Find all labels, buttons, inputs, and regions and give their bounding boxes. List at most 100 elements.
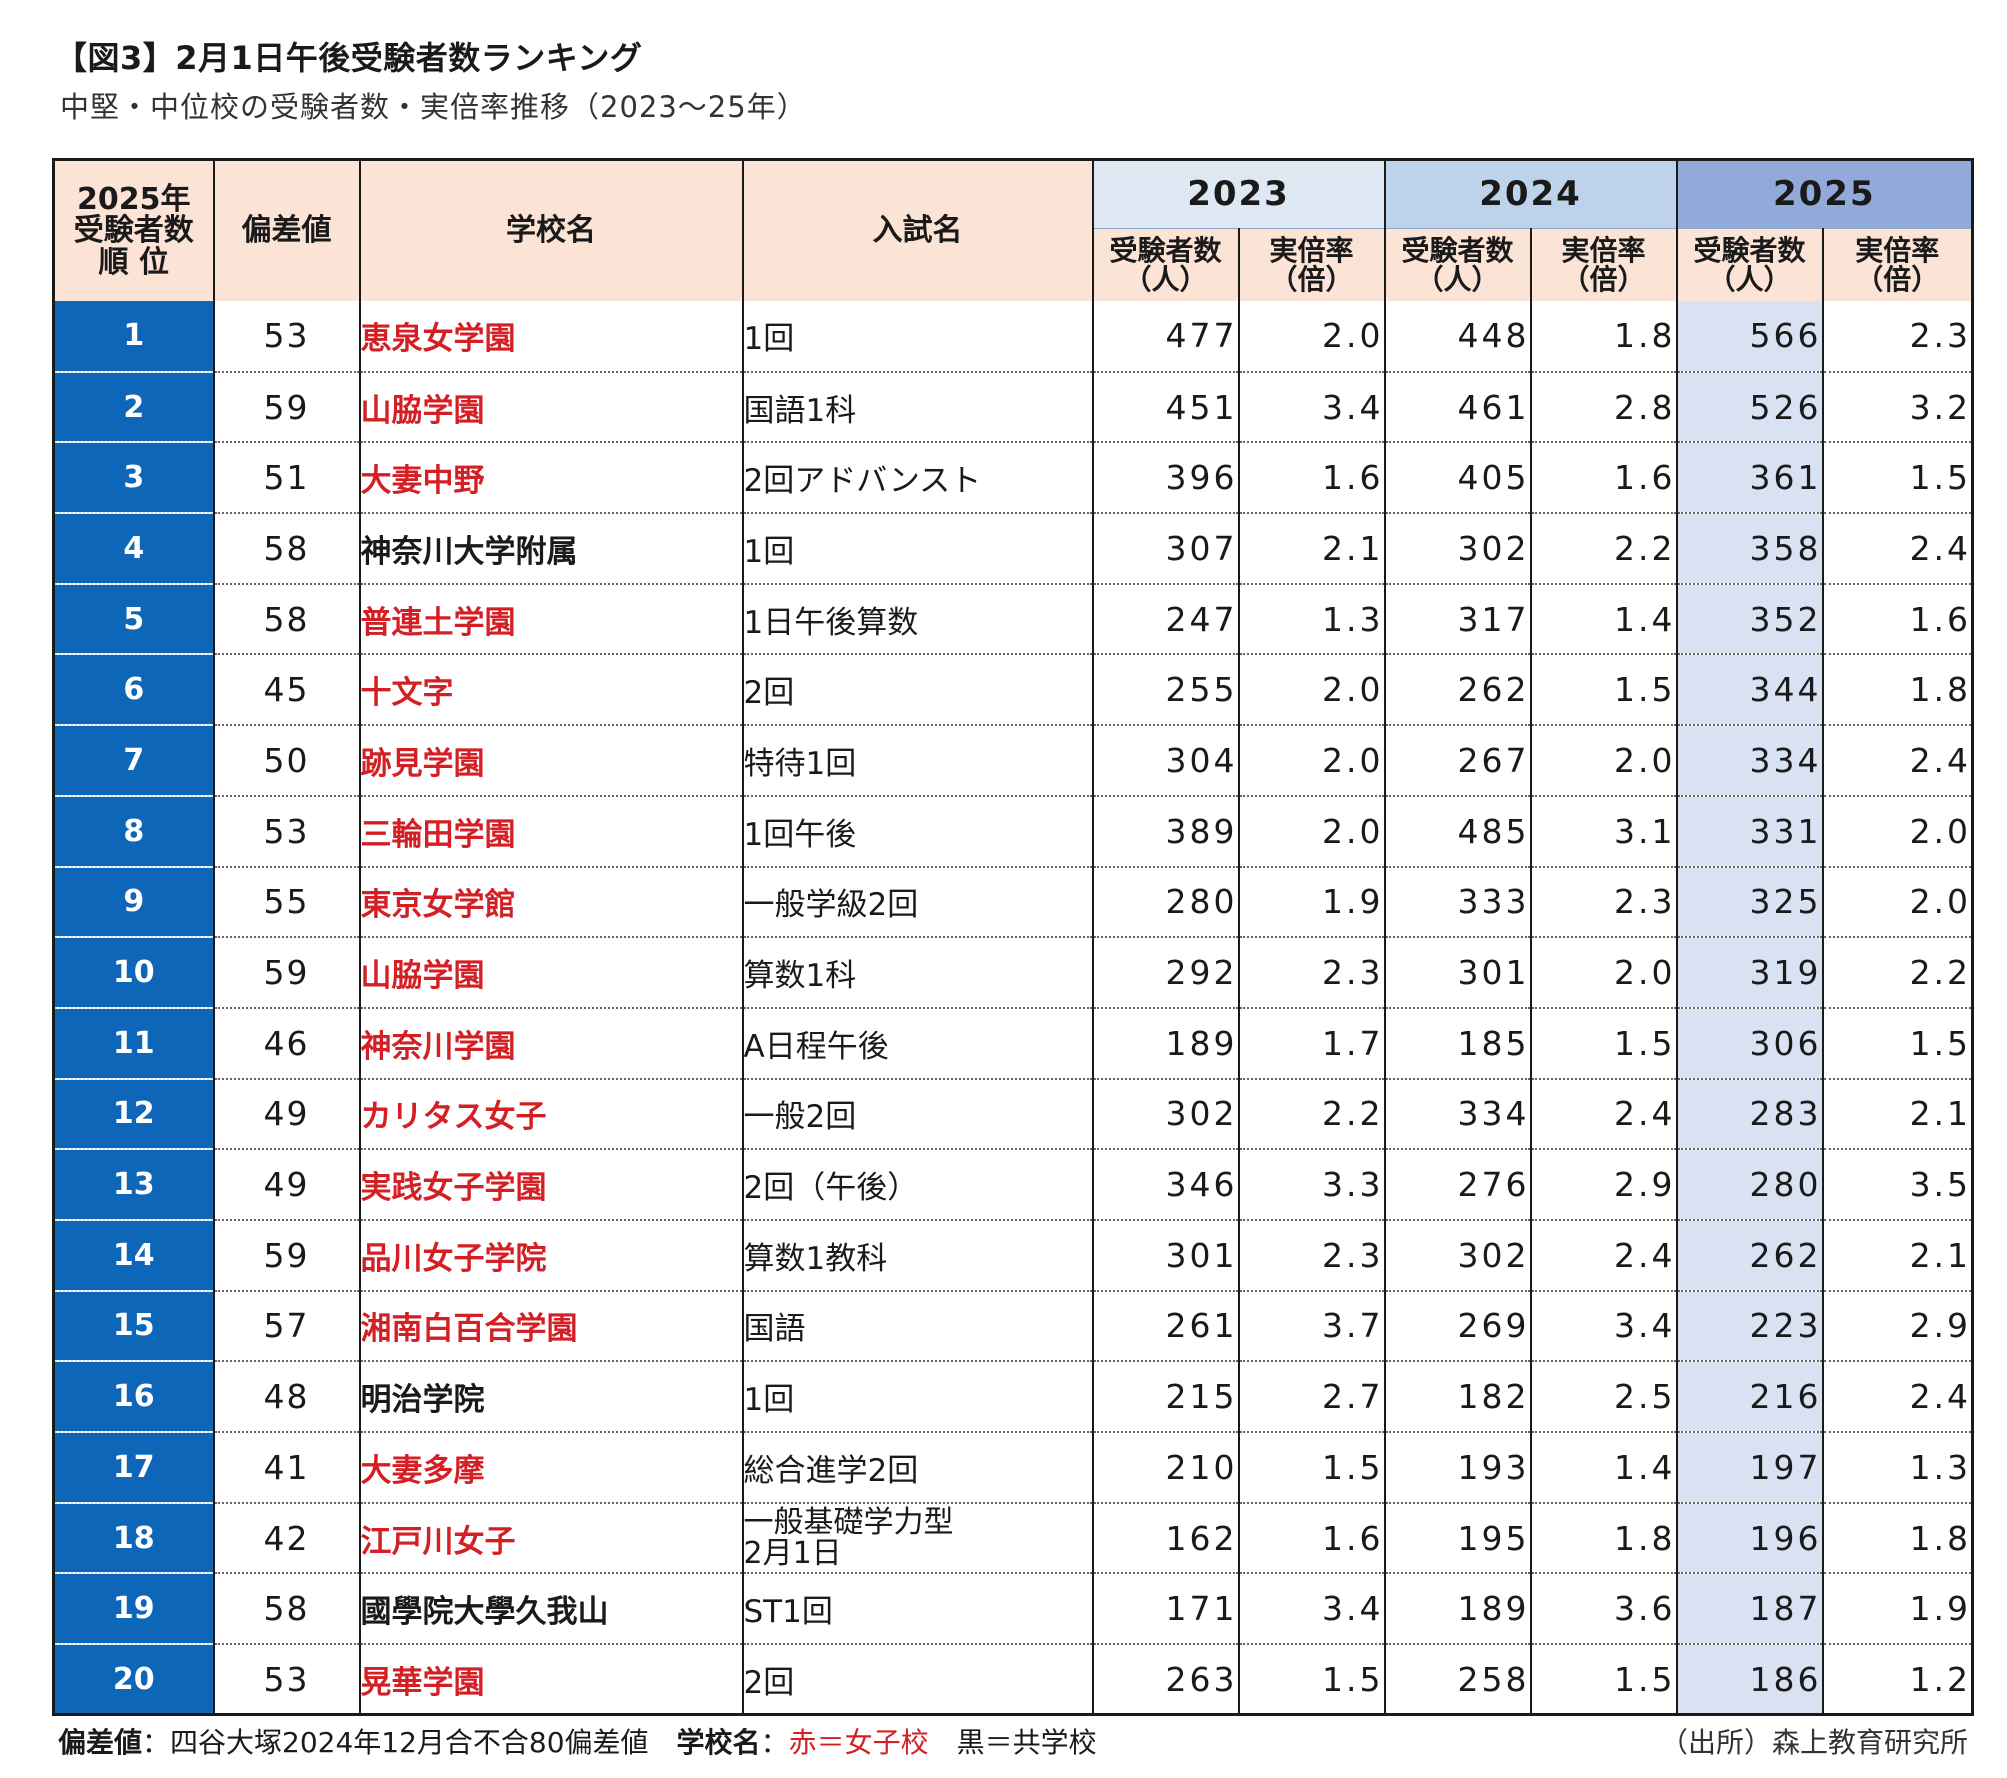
rank-cell: 15 — [52, 1290, 215, 1363]
table-row: 14 59 品川女子学院 算数1教科 301 2.3 302 2.4 262 2.1 — [52, 1219, 1974, 1292]
figure-subtitle: 中堅・中位校の受験者数・実倍率推移（2023～25年） — [60, 90, 807, 124]
examinees-2023-cell: 189 — [1091, 1007, 1240, 1080]
examinees-2025-cell: 526 — [1676, 371, 1824, 444]
school-name-cell: 湘南白百合学園 — [358, 1290, 744, 1363]
ranking-table: 2025年 受験者数 順 位 偏差値 学校名 入試名 2023 2024 202… — [52, 158, 1975, 1717]
ratio-2024-cell: 2.8 — [1530, 371, 1678, 444]
rank-cell: 17 — [52, 1432, 215, 1504]
ratio-2025-cell: 1.9 — [1822, 1573, 1974, 1646]
rank-cell: 20 — [52, 1644, 215, 1715]
ratio-2024-cell: 2.0 — [1530, 725, 1678, 797]
header-ratio-2025: 実倍率 （倍） — [1822, 228, 1974, 301]
header-year-2024: 2024 — [1383, 159, 1678, 229]
examinees-2023-cell: 292 — [1091, 937, 1240, 1009]
table-row: 5 58 普連土学園 1日午後算数 247 1.3 317 1.4 352 1.6 — [52, 583, 1974, 656]
header-exam: 入試名 — [741, 159, 1094, 301]
examinees-2025-cell: 566 — [1676, 301, 1824, 373]
deviation-cell: 51 — [212, 442, 361, 515]
header-examinees-2024: 受験者数 （人） — [1384, 228, 1532, 301]
rank-cell: 11 — [52, 1007, 215, 1080]
table-row: 8 53 三輪田学園 1回午後 389 2.0 485 3.1 331 2.0 — [52, 795, 1974, 868]
ratio-2025-cell: 2.0 — [1822, 795, 1974, 868]
ratio-2024-cell: 1.5 — [1530, 1644, 1678, 1715]
examinees-2024-cell: 276 — [1384, 1149, 1532, 1221]
examinees-2025-cell: 358 — [1676, 513, 1824, 585]
examinees-2025-cell: 361 — [1676, 442, 1824, 515]
examinees-2023-cell: 396 — [1091, 442, 1240, 515]
ratio-2025-cell: 2.1 — [1822, 1078, 1974, 1151]
ratio-2023-cell: 2.3 — [1237, 937, 1386, 1009]
ratio-2025-cell: 2.4 — [1822, 725, 1974, 797]
ratio-2024-cell: 1.4 — [1530, 583, 1678, 656]
exam-name-cell: 1回 — [741, 513, 1094, 585]
examinees-2025-cell: 186 — [1676, 1644, 1824, 1715]
examinees-2024-cell: 182 — [1384, 1361, 1532, 1433]
ratio-2024-cell: 3.4 — [1530, 1290, 1678, 1363]
examinees-2024-cell: 485 — [1384, 795, 1532, 868]
examinees-2025-cell: 262 — [1676, 1219, 1824, 1292]
ratio-2023-cell: 1.6 — [1237, 1502, 1386, 1575]
ratio-2025-cell: 1.8 — [1822, 654, 1974, 727]
examinees-2025-cell: 319 — [1676, 937, 1824, 1009]
examinees-2025-cell: 187 — [1676, 1573, 1824, 1646]
ratio-2024-cell: 1.8 — [1530, 301, 1678, 373]
rank-cell: 9 — [52, 866, 215, 939]
deviation-cell: 58 — [212, 1573, 361, 1646]
table-row: 4 58 神奈川大学附属 1回 307 2.1 302 2.2 358 2.4 — [52, 513, 1974, 585]
examinees-2024-cell: 258 — [1384, 1644, 1532, 1715]
school-name-cell: カリタス女子 — [358, 1078, 744, 1151]
exam-name-cell: 国語1科 — [741, 371, 1094, 444]
rank-cell: 2 — [52, 371, 215, 444]
examinees-2023-cell: 255 — [1091, 654, 1240, 727]
deviation-cell: 58 — [212, 583, 361, 656]
ratio-2024-cell: 2.9 — [1530, 1149, 1678, 1221]
deviation-cell: 58 — [212, 513, 361, 585]
rank-cell: 19 — [52, 1573, 215, 1646]
examinees-2024-cell: 262 — [1384, 654, 1532, 727]
header-school: 学校名 — [358, 159, 744, 301]
exam-name-cell: 2回アドバンスト — [741, 442, 1094, 515]
table-row: 3 51 大妻中野 2回アドバンスト 396 1.6 405 1.6 361 1.5 — [52, 442, 1974, 515]
ratio-2024-cell: 2.5 — [1530, 1361, 1678, 1433]
table-row: 12 49 カリタス女子 一般2回 302 2.2 334 2.4 283 2.1 — [52, 1078, 1974, 1151]
header-ratio-2023: 実倍率 （倍） — [1237, 228, 1386, 301]
table-row: 2 59 山脇学園 国語1科 451 3.4 461 2.8 526 3.2 — [52, 371, 1974, 444]
examinees-2025-cell: 325 — [1676, 866, 1824, 939]
table-row: 18 42 江戸川女子 一般基礎学力型 2月1日 162 1.6 195 1.8 196 1.8 — [52, 1502, 1974, 1575]
deviation-cell: 48 — [212, 1361, 361, 1433]
deviation-cell: 53 — [212, 795, 361, 868]
examinees-2023-cell: 162 — [1091, 1502, 1240, 1575]
examinees-2023-cell: 280 — [1091, 866, 1240, 939]
table-row: 19 58 國學院大學久我山 ST1回 171 3.4 189 3.6 187 1.9 — [52, 1573, 1974, 1646]
ratio-2023-cell: 3.4 — [1237, 371, 1386, 444]
deviation-cell: 59 — [212, 937, 361, 1009]
school-name-cell: 國學院大學久我山 — [358, 1573, 744, 1646]
exam-name-cell: 1日午後算数 — [741, 583, 1094, 656]
examinees-2023-cell: 210 — [1091, 1432, 1240, 1504]
deviation-cell: 45 — [212, 654, 361, 727]
ratio-2023-cell: 1.9 — [1237, 866, 1386, 939]
school-name-cell: 実践女子学園 — [358, 1149, 744, 1221]
school-name-cell: 江戸川女子 — [358, 1502, 744, 1575]
exam-name-cell: 算数1教科 — [741, 1219, 1094, 1292]
school-name-cell: 十文字 — [358, 654, 744, 727]
examinees-2023-cell: 389 — [1091, 795, 1240, 868]
ratio-2025-cell: 3.5 — [1822, 1149, 1974, 1221]
exam-name-cell: 算数1科 — [741, 937, 1094, 1009]
examinees-2025-cell: 223 — [1676, 1290, 1824, 1363]
deviation-cell: 59 — [212, 371, 361, 444]
table-row: 11 46 神奈川学園 A日程午後 189 1.7 185 1.5 306 1.5 — [52, 1007, 1974, 1080]
header-rank-line1: 2025年 — [77, 181, 191, 217]
examinees-2024-cell: 193 — [1384, 1432, 1532, 1504]
table-row: 1 53 恵泉女学園 1回 477 2.0 448 1.8 566 2.3 — [52, 301, 1974, 373]
ratio-2024-cell: 2.4 — [1530, 1078, 1678, 1151]
school-name-cell: 大妻多摩 — [358, 1432, 744, 1504]
ratio-2023-cell: 2.0 — [1237, 654, 1386, 727]
ratio-2025-cell: 2.4 — [1822, 513, 1974, 585]
exam-name-cell: 総合進学2回 — [741, 1432, 1094, 1504]
footer-deviation-label: 偏差値 — [58, 1726, 143, 1759]
ratio-2024-cell: 2.0 — [1530, 937, 1678, 1009]
examinees-2024-cell: 405 — [1384, 442, 1532, 515]
examinees-2023-cell: 247 — [1091, 583, 1240, 656]
school-name-cell: 神奈川学園 — [358, 1007, 744, 1080]
